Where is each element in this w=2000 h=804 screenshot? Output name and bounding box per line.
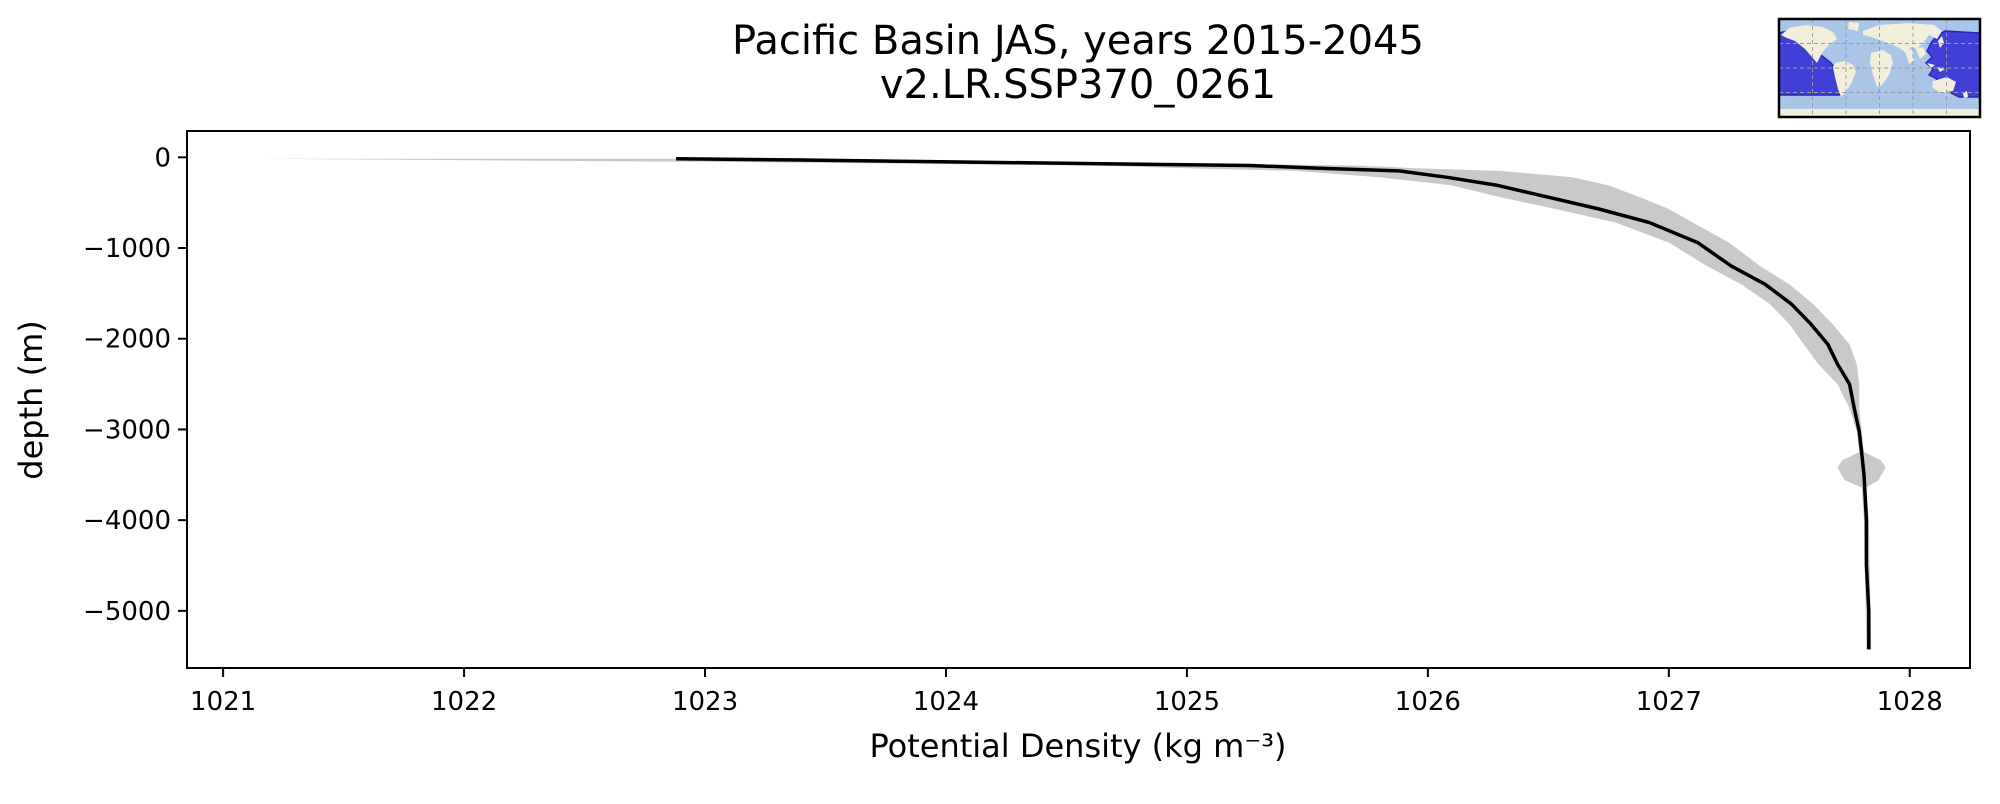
- x-tick-label: 1021: [190, 687, 256, 717]
- y-tick-label: −2000: [83, 325, 171, 355]
- y-tick-label: −5000: [83, 597, 171, 627]
- x-tick-label: 1026: [1395, 687, 1461, 717]
- x-tick-label: 1022: [431, 687, 497, 717]
- map-border: [1777, 17, 1982, 119]
- x-axis-ticks: 1021 1022 1023 1024 1025 1026 1027 1028: [190, 668, 1943, 717]
- chart-title-line2: v2.LR.SSP370_0261: [880, 62, 1276, 108]
- inset-map: [1777, 17, 1982, 119]
- uncertainty-band: [259, 158, 1886, 650]
- y-axis-ticks: 0 −1000 −2000 −3000 −4000 −5000: [83, 143, 187, 627]
- x-tick-label: 1023: [672, 687, 738, 717]
- y-tick-label: 0: [154, 143, 171, 173]
- plot-frame: [186, 130, 1971, 669]
- chart-title-line1: Pacific Basin JAS, years 2015-2045: [732, 18, 1424, 64]
- y-tick-label: −3000: [83, 415, 171, 445]
- x-tick-label: 1024: [913, 687, 979, 717]
- x-tick-label: 1028: [1877, 687, 1943, 717]
- x-axis-label: Potential Density (kg m⁻³): [869, 727, 1286, 765]
- y-tick-label: −1000: [83, 234, 171, 264]
- mean-profile-curve: [676, 156, 1871, 650]
- y-axis-label: depth (m): [12, 320, 50, 479]
- y-tick-label: −4000: [83, 506, 171, 536]
- x-tick-label: 1027: [1636, 687, 1702, 717]
- x-tick-label: 1025: [1154, 687, 1220, 717]
- map-gridlines: [1779, 19, 1980, 117]
